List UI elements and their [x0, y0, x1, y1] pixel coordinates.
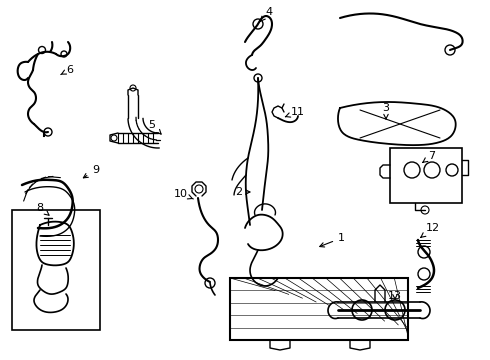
Text: 1: 1 [320, 233, 345, 247]
Text: 6: 6 [61, 65, 73, 75]
Text: 12: 12 [421, 223, 440, 238]
Bar [390, 148, 462, 203]
Bar [12, 210, 100, 330]
Text: 10: 10 [174, 189, 194, 199]
Text: 11: 11 [285, 107, 305, 117]
Text: 3: 3 [383, 103, 390, 119]
Text: 2: 2 [235, 187, 250, 197]
Text: 5: 5 [148, 120, 161, 134]
Bar [230, 278, 408, 340]
Text: 9: 9 [83, 165, 99, 178]
Text: 13: 13 [388, 291, 402, 301]
Text: 8: 8 [36, 203, 49, 215]
Text: 4: 4 [260, 7, 272, 21]
Text: 7: 7 [423, 151, 435, 162]
